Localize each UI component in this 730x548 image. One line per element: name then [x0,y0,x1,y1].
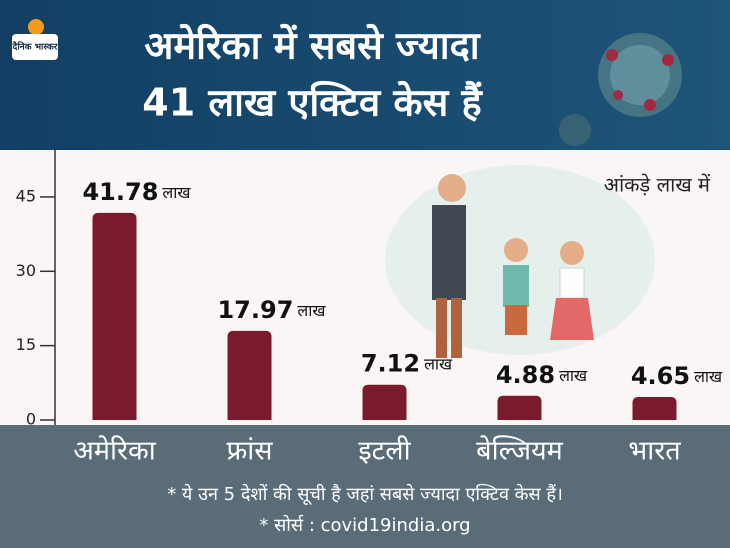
value-unit: लाख [559,365,588,384]
bar [362,384,407,420]
logo-text: दैनिक भास्कर [12,41,58,53]
value-label: 4.88 लाख [496,361,588,389]
bar [497,395,542,420]
value-label: 4.65 लाख [631,362,723,390]
value-label: 41.78 लाख [82,178,191,206]
footnote: * सोर्स : covid19india.org [259,514,470,536]
value-unit: लाख [297,300,326,319]
value-unit: लाख [694,366,723,385]
x-tick-label: फ्रांस [226,436,273,467]
x-tick-label: इटली [358,435,411,467]
bar [227,330,272,420]
value-number: 4.65 [631,362,690,390]
value-label: 17.97 लाख [217,296,326,324]
virus-decoration [559,33,682,146]
value-number: 41.78 [82,178,158,206]
x-tick-label: अमेरिका [73,435,157,467]
bar [632,396,677,420]
value-unit: लाख [162,182,191,201]
bar [92,212,137,420]
title-line: अमेरिका में सबसे ज्यादा [144,24,480,68]
value-number: 4.88 [496,361,555,389]
y-tick-label: 0 [26,410,36,429]
value-unit: लाख [424,354,453,373]
y-tick-label: 45 [16,186,36,205]
annotation: आंकड़े लाख में [604,173,711,197]
value-label: 7.12 लाख [361,350,453,378]
title-line: 41 लाख एक्टिव केस हैं [142,81,483,125]
y-tick-label: 15 [16,335,36,354]
y-tick-label: 30 [16,261,36,280]
footer-band [0,425,730,548]
logo-box [12,34,58,60]
value-number: 17.97 [217,296,293,324]
footnote: * ये उन 5 देशों की सूची है जहां सबसे ज्य… [167,483,563,505]
logo-sun [28,19,44,35]
illustration [385,165,655,358]
x-tick-label: भारत [628,436,681,467]
x-tick-label: बेल्जियम [476,435,564,467]
value-number: 7.12 [361,350,420,378]
